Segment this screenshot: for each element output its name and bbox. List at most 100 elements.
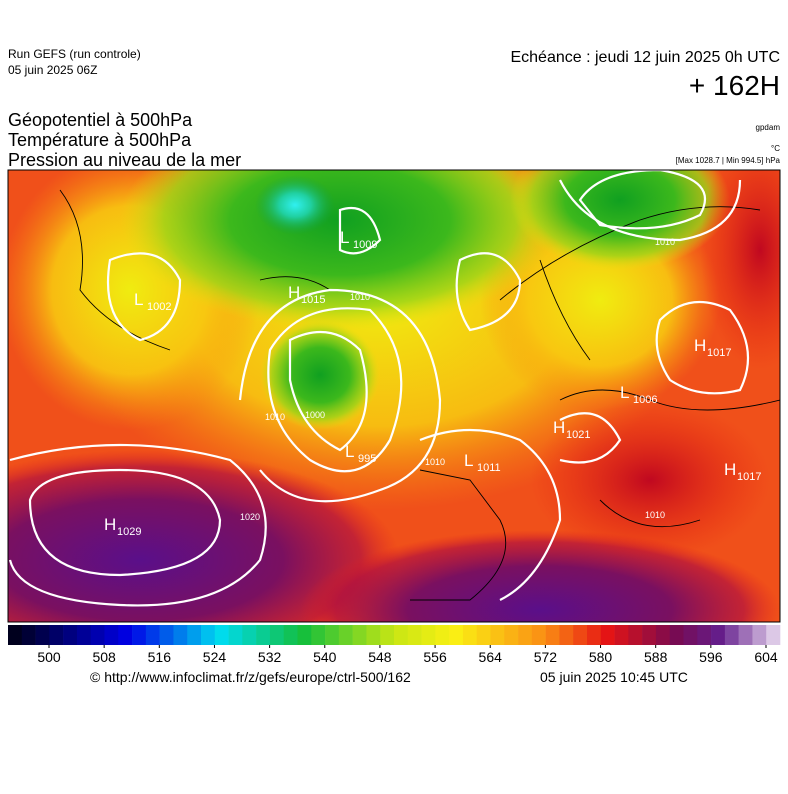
isobar (655, 300, 750, 395)
colorbar-swatch (435, 625, 450, 645)
colorbar-swatch (738, 625, 753, 645)
colorbar-swatch (145, 625, 160, 645)
colorbar-swatch (352, 625, 367, 645)
colorbar-swatch (8, 625, 23, 645)
colorbar-swatch (587, 625, 602, 645)
center-value: 1029 (117, 526, 141, 538)
colorbar-swatch (462, 625, 478, 645)
isobar-label: 1000 (305, 410, 325, 420)
isobar-label: 1010 (265, 412, 285, 422)
center-kind: H (724, 460, 736, 479)
colorbar-tick-label: 564 (479, 649, 503, 665)
colorbar-swatch (573, 625, 588, 645)
colorbar-swatch (600, 625, 615, 645)
colorbar-tick-label: 596 (699, 649, 723, 665)
center-value: 1021 (566, 429, 590, 441)
unit-geopotential: gpdam (756, 123, 781, 132)
run-name: Run GEFS (run controle) (8, 47, 141, 61)
colorbar-swatch (132, 625, 147, 645)
center-value: 1011 (477, 462, 501, 474)
isobar-label: 1010 (655, 237, 675, 247)
isobar (238, 288, 442, 503)
colorbar-swatch (242, 625, 257, 645)
isobar (419, 412, 622, 601)
colorbar-swatch (490, 625, 505, 645)
colorbar-swatch (49, 625, 64, 645)
colorbar-swatch (559, 625, 574, 645)
colorbar-swatch (118, 625, 133, 645)
issue-time: 05 juin 2025 10:45 UTC (540, 669, 688, 685)
colorbar-swatch (283, 625, 298, 645)
colorbar-swatch (421, 625, 436, 645)
colorbar-swatch (338, 625, 353, 645)
colorbar-swatch (407, 625, 422, 645)
isobar (8, 443, 267, 607)
colorbar-tick-label: 532 (258, 649, 282, 665)
center-kind: L (620, 383, 629, 402)
isobar (338, 206, 382, 255)
colorbar-swatch (380, 625, 395, 645)
colorbar-swatch (187, 625, 202, 645)
colorbar-swatch (63, 625, 78, 645)
center-value: 1017 (737, 471, 761, 483)
colorbar-swatch (683, 625, 698, 645)
title-geopotential: Géopotentiel à 500hPa (8, 110, 193, 130)
colorbar-tick-label: 556 (423, 649, 447, 665)
center-kind: H (104, 515, 116, 534)
valid-time: Echéance : jeudi 12 juin 2025 0h UTC (510, 49, 780, 66)
center-kind: L (345, 442, 354, 461)
colorbar-swatch (669, 625, 684, 645)
colorbar-tick-label: 572 (534, 649, 558, 665)
center-kind: H (694, 336, 706, 355)
colorbar-swatch (214, 625, 229, 645)
center-value: 1006 (633, 394, 657, 406)
isobar-label: 1020 (240, 512, 260, 522)
colorbar-swatch (531, 625, 546, 645)
center-kind: H (553, 418, 565, 437)
colorbar-swatch (655, 625, 671, 645)
isobar (28, 468, 222, 577)
colorbar-swatch (724, 625, 739, 645)
colorbar-swatch (256, 625, 271, 645)
isobar-label: 1010 (645, 510, 665, 520)
isobar (578, 170, 706, 230)
colorbar-swatch (518, 625, 533, 645)
colorbar-swatch (394, 625, 409, 645)
center-kind: L (340, 228, 349, 247)
colorbar-tick-label: 508 (92, 649, 116, 665)
pressure-range: [Max 1028.7 | Min 994.5] hPa (676, 156, 781, 165)
isobar-label: 1010 (350, 292, 370, 302)
colorbar-swatch (504, 625, 519, 645)
isobar-label: 1010 (425, 457, 445, 467)
colorbar-swatch (766, 625, 781, 645)
unit-temperature: °C (771, 144, 780, 153)
colorbar-swatch (752, 625, 767, 645)
lead-time: + 162H (689, 70, 780, 101)
colorbar-swatch (545, 625, 560, 645)
colorbar-swatch (173, 625, 188, 645)
colorbar-swatch (104, 625, 119, 645)
isobar (559, 179, 742, 242)
center-kind: L (134, 290, 143, 309)
center-kind: H (288, 283, 300, 302)
colorbar-swatch (366, 625, 381, 645)
colorbar-swatch (228, 625, 243, 645)
colorbar-tick-label: 604 (754, 649, 778, 665)
center-kind: L (464, 451, 473, 470)
colorbar-tick-label: 580 (589, 649, 613, 665)
colorbar-swatch (76, 625, 92, 645)
colorbar-swatch (201, 625, 216, 645)
colorbar-swatch (628, 625, 643, 645)
map-field (8, 170, 780, 622)
isobar (267, 307, 403, 473)
center-value: 1002 (147, 301, 171, 313)
colorbar-swatch (614, 625, 629, 645)
colorbar-swatch (90, 625, 105, 645)
colorbar-swatch (159, 625, 174, 645)
title-temperature: Température à 500hPa (8, 130, 192, 150)
colorbar-swatch (642, 625, 657, 645)
colorbar-swatch (697, 625, 712, 645)
colorbar-tick-label: 524 (203, 649, 227, 665)
